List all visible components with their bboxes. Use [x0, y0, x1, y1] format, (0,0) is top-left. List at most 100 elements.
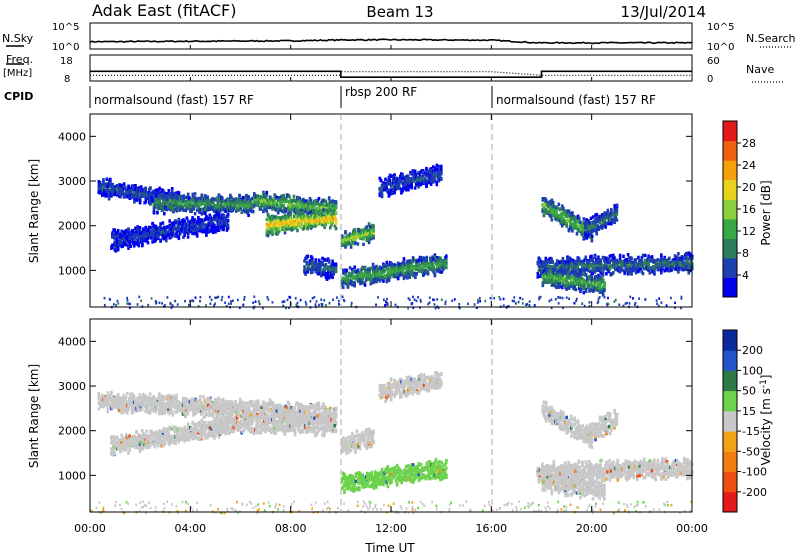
heatmap-cell [269, 230, 272, 235]
heatmap-cell [598, 221, 602, 225]
heatmap-cell [596, 224, 600, 228]
heatmap-cell [324, 262, 328, 267]
heatmap-cell [630, 272, 633, 276]
heatmap-cell [555, 259, 559, 263]
heatmap-cell [587, 264, 591, 268]
heatmap-cell [121, 234, 125, 239]
heatmap-cell [168, 192, 172, 196]
heatmap-cell [197, 215, 200, 220]
heatmap-cell [270, 197, 273, 201]
heatmap-cell [340, 281, 344, 285]
heatmap-cell [343, 281, 346, 285]
heatmap-cell [408, 275, 411, 279]
heatmap-cell [274, 208, 278, 212]
heatmap-cell [140, 185, 143, 189]
cpid-segment-2: rbsp 200 RF [345, 85, 417, 99]
heatmap-cell [298, 196, 301, 200]
heatmap-cell [126, 239, 129, 243]
heatmap-cell [176, 221, 180, 226]
heatmap-cell [388, 275, 392, 279]
heatmap-cell [309, 215, 313, 220]
heatmap-cell [188, 196, 191, 200]
heatmap-cell [414, 172, 418, 177]
heatmap-cell [417, 185, 420, 189]
heatmap-cell [411, 257, 415, 262]
heatmap-cell [289, 212, 292, 216]
heatmap-cell [345, 268, 348, 273]
heatmap-cell [190, 207, 193, 212]
heatmap-cell [340, 279, 344, 283]
heatmap-cell [608, 267, 612, 271]
heatmap-cell [303, 214, 306, 219]
heatmap-cell [387, 278, 391, 282]
heatmap-cell [334, 200, 338, 204]
heatmap-cell [386, 274, 390, 278]
heatmap-cell [293, 219, 297, 224]
heatmap-cell [103, 182, 106, 186]
heatmap-cell [123, 192, 127, 196]
heatmap-cell [641, 271, 645, 276]
heatmap-cell [432, 257, 435, 261]
heatmap-cell [652, 258, 655, 262]
heatmap-cell [183, 200, 187, 204]
heatmap-cell [621, 268, 624, 272]
heatmap-cell [550, 278, 554, 282]
heatmap-cell [662, 260, 665, 264]
heatmap-cell [365, 238, 369, 243]
heatmap-cell [372, 234, 375, 239]
heatmap-cell [577, 258, 581, 262]
noise-right-tick-top: 10^5 [707, 22, 734, 33]
heatmap-cell [192, 207, 196, 211]
heatmap-cell [288, 195, 291, 199]
heatmap-cell [273, 222, 277, 226]
heatmap-cell [156, 189, 159, 194]
heatmap-cell [574, 215, 578, 219]
heatmap-cell [639, 266, 642, 271]
heatmap-cell [653, 271, 656, 275]
heatmap-cell [324, 271, 328, 276]
heatmap-cell [396, 261, 400, 265]
heatmap-cell [191, 197, 195, 202]
heatmap-cell [312, 210, 315, 214]
heatmap-cell [549, 213, 553, 218]
heatmap-cell [410, 186, 413, 190]
heatmap-cell [138, 201, 142, 205]
heatmap-cell [390, 262, 393, 266]
noise-left-label: N.Sky [2, 32, 34, 45]
heatmap-cell [670, 268, 673, 272]
heatmap-cell [129, 244, 133, 248]
heatmap-cell [384, 264, 387, 268]
heatmap-cell [688, 252, 692, 256]
heatmap-cell [327, 196, 331, 200]
heatmap-cell [593, 270, 597, 274]
heatmap-cell [282, 220, 286, 224]
heatmap-cell [353, 284, 356, 288]
heatmap-cell [259, 207, 263, 211]
heatmap-cell [307, 216, 311, 220]
heatmap-cell [334, 265, 338, 269]
heatmap-cell [429, 179, 433, 184]
heatmap-cell [401, 269, 405, 274]
heatmap-cell [404, 188, 408, 192]
heatmap-cell [186, 219, 190, 223]
heatmap-cell [595, 216, 598, 220]
heatmap-cell [582, 217, 586, 221]
heatmap-cell [608, 213, 612, 218]
heatmap-cell [329, 208, 332, 212]
heatmap-cell [300, 208, 304, 212]
heatmap-cell [157, 235, 160, 239]
heatmap-cell [261, 199, 264, 203]
heatmap-cell [195, 234, 199, 238]
heatmap-cell [135, 233, 138, 237]
heatmap-cell [129, 190, 133, 195]
heatmap-cell [309, 198, 313, 203]
heatmap-cell [366, 273, 369, 278]
heatmap-cell [246, 211, 249, 215]
heatmap-cell [334, 262, 338, 267]
heatmap-cell [289, 224, 292, 228]
heatmap-cell [551, 283, 555, 287]
heatmap-cell [121, 191, 125, 195]
heatmap-cell [264, 199, 267, 203]
heatmap-cell [649, 258, 653, 262]
heatmap-cell [430, 175, 434, 180]
